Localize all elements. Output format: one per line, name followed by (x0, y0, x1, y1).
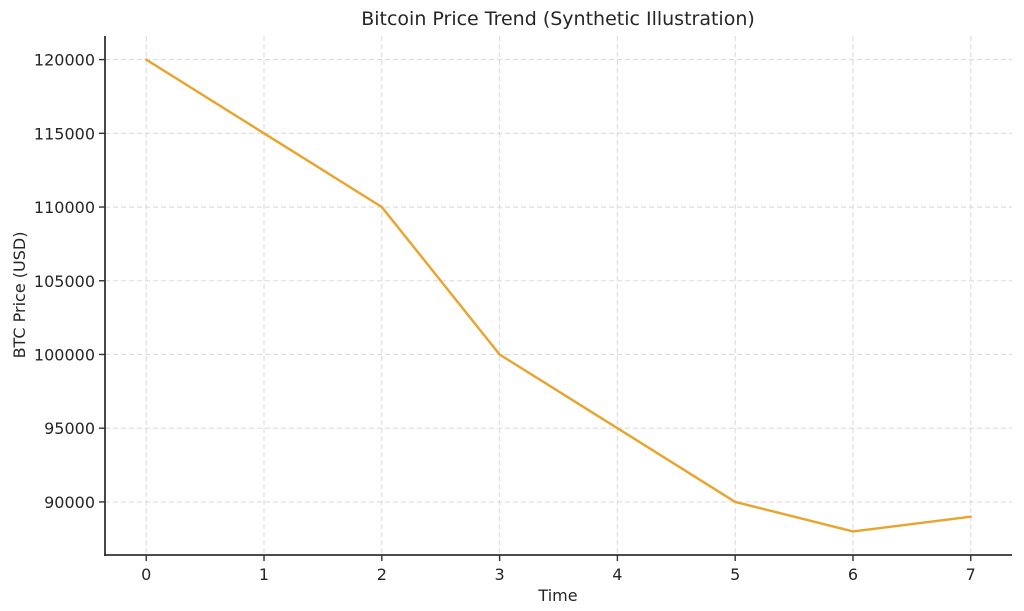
x-tick-label: 1 (259, 565, 269, 584)
y-tick-label: 110000 (34, 198, 95, 217)
tick-label-layer: 90000 95000 100000 105000 110000 115000 120000… (34, 51, 976, 584)
axes-layer (99, 36, 1012, 561)
y-tick-label: 120000 (34, 51, 95, 70)
x-tick-label: 0 (141, 565, 151, 584)
btc-price-line (145, 58, 972, 533)
series-layer (145, 58, 972, 533)
chart-title: Bitcoin Price Trend (Synthetic Illustrat… (361, 8, 755, 30)
x-tick-label: 2 (377, 565, 387, 584)
y-tick-label: 100000 (34, 345, 95, 364)
grid-layer (105, 36, 1012, 555)
x-tick-label: 4 (612, 565, 622, 584)
x-axis-label: Time (537, 586, 577, 605)
y-tick-label: 95000 (44, 419, 95, 438)
x-tick-label: 6 (848, 565, 858, 584)
y-axis-label: BTC Price (USD) (10, 232, 29, 359)
x-tick-label: 5 (730, 565, 740, 584)
y-tick-label: 105000 (34, 272, 95, 291)
y-tick-label: 115000 (34, 124, 95, 143)
x-tick-label: 7 (966, 565, 976, 584)
y-tick-label: 90000 (44, 493, 95, 512)
x-tick-label: 3 (495, 565, 505, 584)
